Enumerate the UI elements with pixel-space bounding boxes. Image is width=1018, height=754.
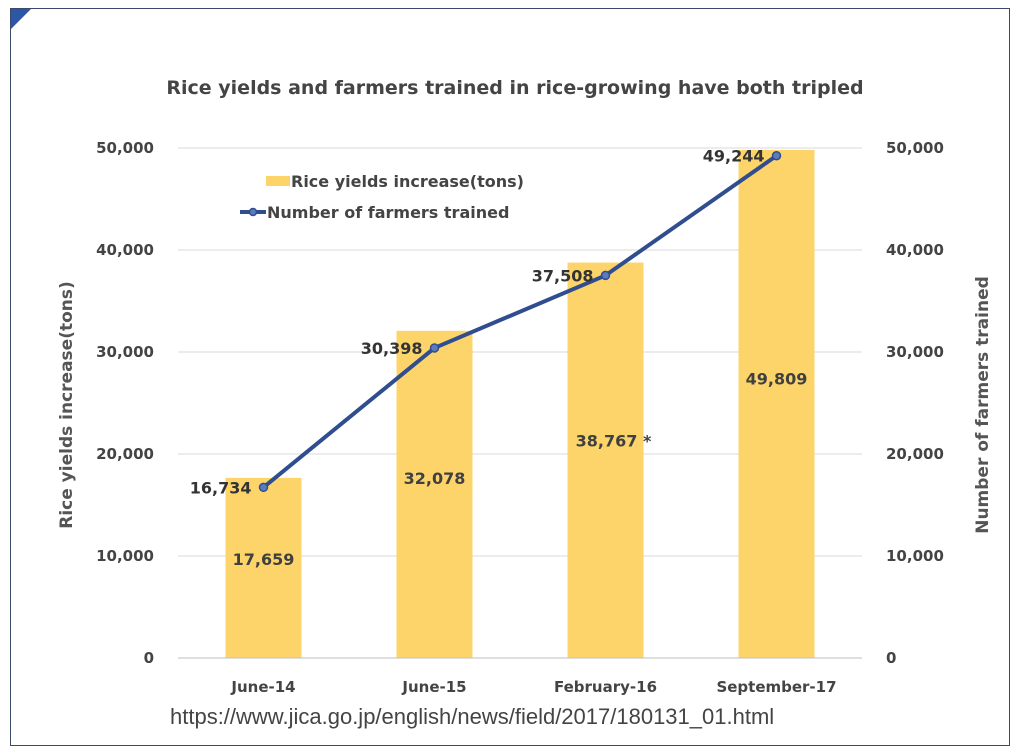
y-tick-label: 0 <box>144 649 154 667</box>
chart-frame <box>10 8 1010 746</box>
y-tick-label: 50,000 <box>96 139 154 157</box>
bar <box>567 262 644 658</box>
bars <box>225 149 815 659</box>
y-tick-label: 40,000 <box>96 241 154 259</box>
bar-value-label: 38,767 * <box>576 432 652 451</box>
y2-tick-label: 20,000 <box>886 445 944 463</box>
bar <box>225 477 302 658</box>
legend: Rice yields increase(tons) Number of far… <box>240 172 524 222</box>
line-point <box>771 150 782 161</box>
y-tick-label: 20,000 <box>96 445 154 463</box>
y2-tick-label: 0 <box>886 649 896 667</box>
y2-tick-label: 10,000 <box>886 547 944 565</box>
legend-bar-swatch <box>266 176 290 186</box>
line-point <box>258 482 269 493</box>
y2-tick-label: 50,000 <box>886 139 944 157</box>
y2-tick-label: 30,000 <box>886 343 944 361</box>
corner-decoration <box>11 9 31 29</box>
data-labels: 17,659 32,078 38,767 * 49,809 16,734 30,398 37… <box>190 147 808 569</box>
line-value-label: 37,508 <box>532 266 594 285</box>
line-path <box>262 154 778 489</box>
y-axis-title: Rice yields increase(tons) <box>57 281 77 529</box>
legend-line-marker <box>248 207 258 217</box>
bar <box>396 330 473 658</box>
line-value-label: 16,734 <box>190 478 252 497</box>
y2-axis-title: Number of farmers trained <box>973 276 993 534</box>
bar <box>738 149 815 659</box>
bar-value-label: 32,078 <box>404 469 466 488</box>
legend-line-label: Number of farmers trained <box>267 203 509 222</box>
y2-tick-label: 40,000 <box>886 241 944 259</box>
source-url: https://www.jica.go.jp/english/news/fiel… <box>170 704 775 729</box>
legend-bar-label: Rice yields increase(tons) <box>291 172 524 191</box>
y-tick-label: 30,000 <box>96 343 154 361</box>
bar-value-label: 49,809 <box>746 370 808 389</box>
x-tick-label: February-16 <box>554 678 657 696</box>
line-point <box>600 270 611 281</box>
x-tick-label: September-17 <box>716 678 836 696</box>
line-value-label: 49,244 <box>703 147 765 166</box>
line-series <box>258 150 782 493</box>
bar-value-label: 17,659 <box>233 550 295 569</box>
line-value-label: 30,398 <box>361 339 423 358</box>
line-point <box>429 343 440 353</box>
chart-title: Rice yields and farmers trained in rice-… <box>166 77 863 99</box>
x-tick-label: June-15 <box>401 678 466 696</box>
y-tick-label: 10,000 <box>96 547 154 565</box>
x-tick-label: June-14 <box>230 678 295 696</box>
axes: 0 10,000 20,000 30,000 40,000 50,000 0 10,000 20… <box>96 139 944 696</box>
